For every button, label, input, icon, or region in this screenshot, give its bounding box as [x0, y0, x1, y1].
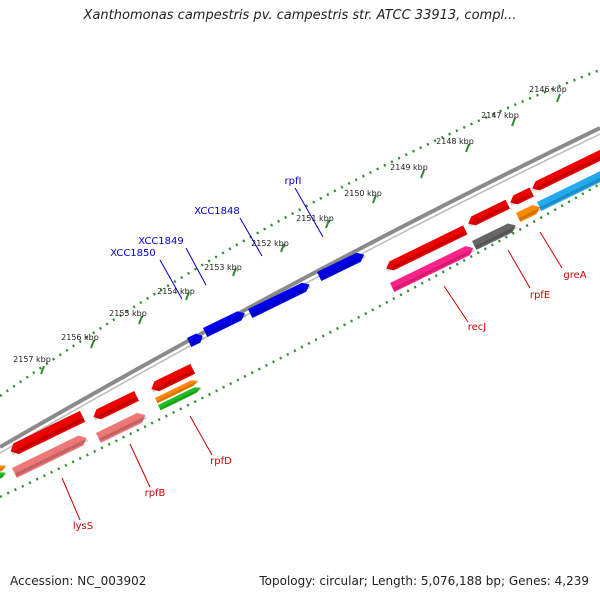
genome-summary: Topology: circular; Length: 5,076,188 bp…	[259, 574, 589, 588]
major-tick	[557, 94, 560, 102]
leader-line	[190, 416, 212, 455]
kbp-label: 2147 kbp	[481, 111, 519, 120]
accession: Accession: NC_003902	[10, 574, 146, 588]
gene-rpfd-region	[149, 364, 195, 394]
gene-label: recJ	[468, 322, 487, 333]
gene-left-green	[0, 470, 7, 482]
gene-label: lysS	[73, 521, 93, 532]
leader-line	[186, 248, 206, 285]
gene-rpfe-region	[466, 200, 510, 228]
gene-label: XCC1850	[110, 248, 156, 259]
gene-xcc1848	[248, 280, 312, 318]
gene-label: rpfB	[145, 488, 166, 499]
leader-line	[444, 286, 468, 322]
kbp-label: 2146 kbp	[529, 85, 567, 94]
kbp-label: 2157 kbp	[13, 355, 51, 364]
kbp-label: 2149 kbp	[390, 163, 428, 172]
leader-line	[295, 188, 323, 237]
gene-label: XCC1848	[194, 206, 240, 217]
gene-xcc1849	[203, 309, 247, 337]
kbp-label: 2153 kbp	[204, 263, 242, 272]
genes-layer	[0, 149, 600, 482]
leader-line	[240, 218, 262, 256]
gene-label: greA	[563, 270, 586, 281]
major-tick	[41, 366, 44, 374]
gene-label: rpfI	[285, 176, 302, 187]
kbp-label: 2150 kbp	[344, 189, 382, 198]
gene-rpfe	[472, 221, 518, 250]
leader-line	[540, 232, 562, 268]
kbp-label: 2151 kbp	[296, 214, 334, 223]
gene-label: rpfE	[530, 290, 550, 301]
kbp-label: 2156 kbp	[61, 333, 99, 342]
gene-grea-orange	[516, 202, 542, 222]
kbp-label: 2152 kbp	[251, 239, 289, 248]
leader-line	[62, 478, 80, 520]
kbp-label: 2148 kbp	[436, 137, 474, 146]
genome-map: 2146 kbp 2147 kbp 2148 kbp 2149 kbp 2150 kbp…	[0, 0, 600, 600]
kbp-label: 2155 kbp	[109, 309, 147, 318]
gene-grea-region	[508, 187, 534, 207]
gene-label: rpfD	[210, 456, 232, 467]
gene-label: XCC1849	[138, 236, 184, 247]
leader-line	[508, 250, 530, 288]
leader-line	[130, 444, 150, 487]
kbp-label: 2154 kbp	[157, 287, 195, 296]
